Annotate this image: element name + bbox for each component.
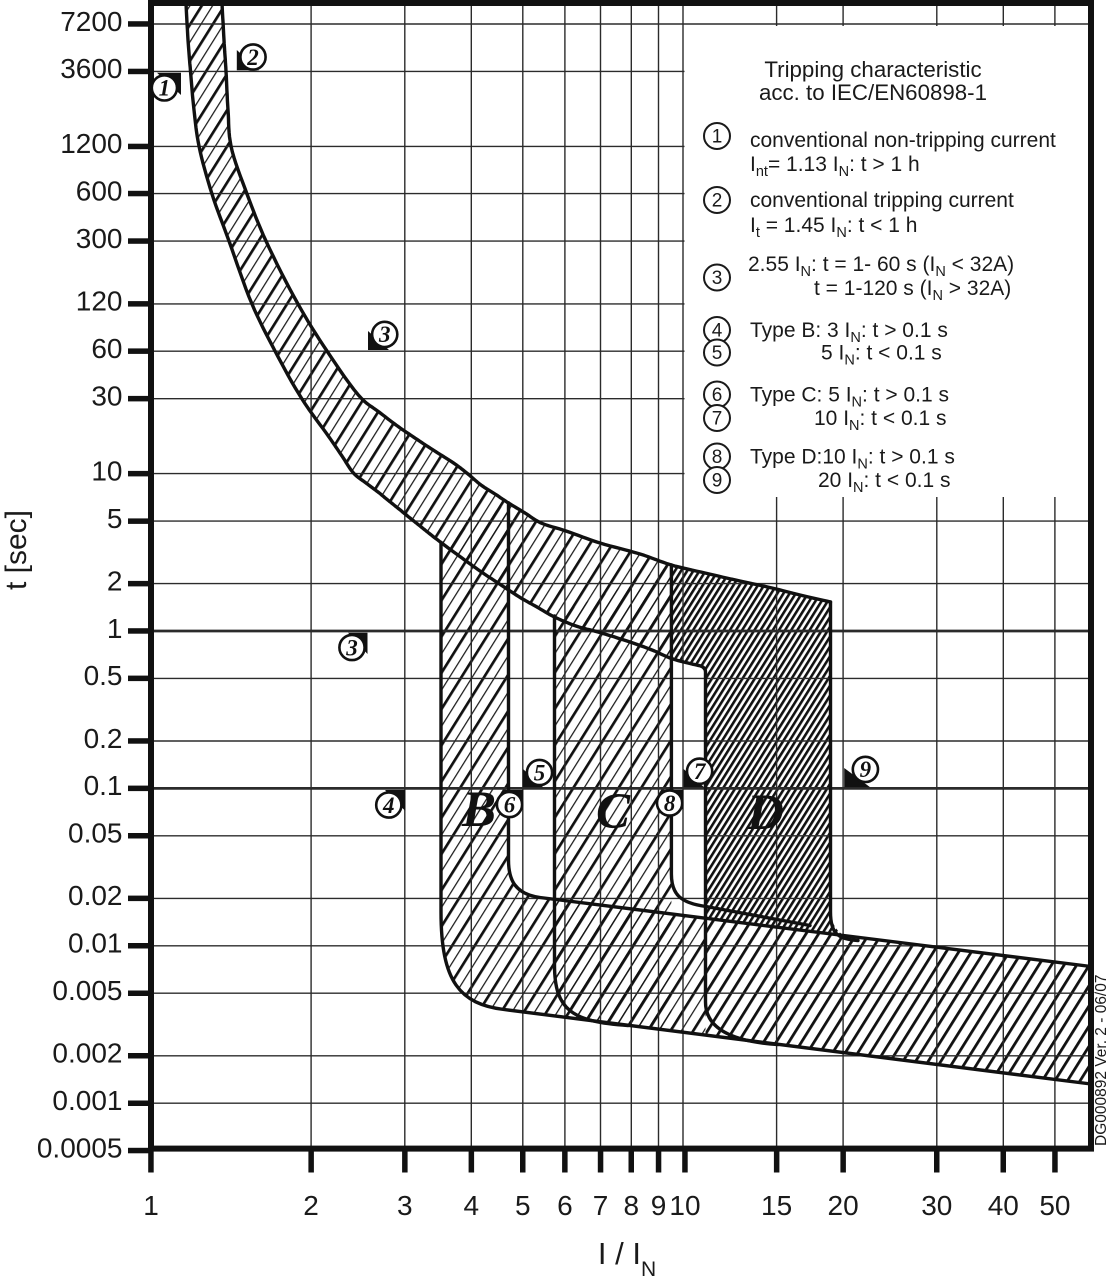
svg-text:0.1: 0.1 — [84, 770, 123, 801]
svg-text:0.05: 0.05 — [68, 818, 123, 849]
svg-text:6: 6 — [712, 385, 723, 406]
svg-text:50: 50 — [1039, 1190, 1070, 1221]
svg-text:60: 60 — [91, 333, 122, 364]
svg-text:t [sec]: t [sec] — [0, 510, 33, 590]
svg-text:2: 2 — [107, 565, 123, 596]
svg-text:0.0005: 0.0005 — [37, 1132, 123, 1163]
svg-text:9: 9 — [651, 1190, 667, 1221]
svg-text:3: 3 — [378, 322, 391, 347]
svg-text:1: 1 — [143, 1190, 159, 1221]
svg-text:300: 300 — [76, 223, 123, 254]
svg-text:4: 4 — [464, 1190, 480, 1221]
svg-text:8: 8 — [712, 447, 723, 468]
svg-text:30: 30 — [91, 381, 122, 412]
svg-text:8: 8 — [664, 791, 676, 816]
svg-text:It = 1.45 IN: t < 1 h: It = 1.45 IN: t < 1 h — [750, 214, 917, 241]
svg-text:9: 9 — [712, 471, 723, 492]
svg-text:0.001: 0.001 — [52, 1085, 122, 1116]
svg-text:1: 1 — [107, 613, 123, 644]
svg-text:30: 30 — [921, 1190, 952, 1221]
svg-text:0.002: 0.002 — [52, 1038, 122, 1069]
svg-text:0.005: 0.005 — [52, 975, 122, 1006]
svg-text:15: 15 — [761, 1190, 792, 1221]
svg-text:9: 9 — [860, 757, 872, 782]
svg-text:D: D — [746, 785, 784, 841]
svg-text:7: 7 — [694, 759, 707, 784]
svg-text:Type D:10 IN: t > 0.1 s: Type D:10 IN: t > 0.1 s — [750, 446, 955, 473]
svg-text:5: 5 — [712, 343, 723, 364]
svg-text:4: 4 — [712, 321, 723, 342]
svg-text:6: 6 — [557, 1190, 573, 1221]
svg-text:acc. to IEC/EN60898-1: acc. to IEC/EN60898-1 — [759, 80, 987, 105]
svg-text:7: 7 — [593, 1190, 609, 1221]
svg-text:0.02: 0.02 — [68, 880, 123, 911]
svg-text:2: 2 — [303, 1190, 319, 1221]
svg-text:2: 2 — [712, 191, 723, 212]
svg-text:40: 40 — [988, 1190, 1019, 1221]
svg-text:7: 7 — [712, 409, 723, 430]
svg-text:120: 120 — [76, 286, 123, 317]
svg-text:Type C: 5 IN: t > 0.1 s: Type C: 5 IN: t > 0.1 s — [750, 384, 949, 411]
svg-text:600: 600 — [76, 175, 123, 206]
svg-text:10 IN: t < 0.1 s: 10 IN: t < 0.1 s — [814, 407, 946, 434]
svg-text:10: 10 — [669, 1190, 700, 1221]
svg-text:5: 5 — [107, 503, 123, 534]
svg-text:C: C — [596, 784, 631, 840]
svg-text:20 IN: t < 0.1 s: 20 IN: t < 0.1 s — [818, 469, 950, 496]
svg-text:B: B — [461, 782, 496, 838]
svg-text:2.55 IN: t = 1- 60 s (IN < 32A: 2.55 IN: t = 1- 60 s (IN < 32A) — [748, 253, 1014, 280]
svg-text:Int= 1.13 IN: t > 1 h: Int= 1.13 IN: t > 1 h — [750, 153, 920, 180]
svg-text:1: 1 — [159, 76, 171, 101]
svg-text:0.5: 0.5 — [84, 660, 123, 691]
svg-text:3: 3 — [345, 635, 358, 660]
svg-text:conventional non-tripping curr: conventional non-tripping current — [750, 129, 1056, 152]
svg-text:0.01: 0.01 — [68, 928, 123, 959]
svg-text:3: 3 — [397, 1190, 413, 1221]
svg-text:Tripping characteristic: Tripping characteristic — [764, 57, 981, 82]
svg-text:10: 10 — [91, 455, 122, 486]
svg-text:5: 5 — [515, 1190, 531, 1221]
svg-text:3600: 3600 — [60, 53, 122, 84]
svg-text:4: 4 — [382, 793, 395, 818]
svg-text:20: 20 — [828, 1190, 859, 1221]
svg-text:5: 5 — [534, 760, 546, 785]
svg-text:DG000892 Ver. 2 - 06/07: DG000892 Ver. 2 - 06/07 — [1093, 975, 1110, 1146]
svg-text:6: 6 — [504, 792, 516, 817]
svg-text:2: 2 — [246, 45, 259, 70]
svg-text:conventional tripping current: conventional tripping current — [750, 189, 1014, 212]
svg-text:1: 1 — [712, 127, 723, 148]
svg-text:0.2: 0.2 — [84, 723, 123, 754]
svg-text:t = 1-120 s (IN > 32A): t = 1-120 s (IN > 32A) — [814, 277, 1011, 304]
svg-text:Type B: 3 IN: t > 0.1 s: Type B: 3 IN: t > 0.1 s — [750, 319, 948, 346]
svg-text:5 IN: t < 0.1 s: 5 IN: t < 0.1 s — [821, 342, 942, 369]
svg-text:7200: 7200 — [60, 6, 122, 37]
svg-text:8: 8 — [624, 1190, 640, 1221]
svg-text:3: 3 — [712, 268, 723, 289]
svg-text:1200: 1200 — [60, 128, 122, 159]
